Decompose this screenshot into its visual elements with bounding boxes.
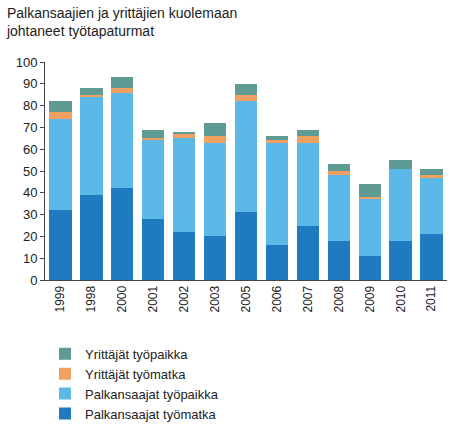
svg-text:2011: 2011 bbox=[424, 285, 438, 311]
svg-text:2008: 2008 bbox=[332, 285, 346, 312]
svg-text:Palkansaajat työmatka: Palkansaajat työmatka bbox=[85, 407, 217, 422]
svg-text:20: 20 bbox=[23, 229, 37, 244]
svg-text:50: 50 bbox=[23, 164, 37, 179]
svg-text:2007: 2007 bbox=[301, 285, 315, 312]
svg-text:70: 70 bbox=[23, 120, 37, 135]
svg-text:2009: 2009 bbox=[363, 285, 377, 312]
svg-text:2001: 2001 bbox=[146, 285, 160, 312]
svg-text:2003: 2003 bbox=[208, 285, 222, 312]
svg-text:1998: 1998 bbox=[84, 285, 98, 312]
svg-text:2002: 2002 bbox=[177, 285, 191, 312]
svg-text:10: 10 bbox=[23, 251, 37, 266]
svg-text:80: 80 bbox=[23, 98, 37, 113]
svg-text:0: 0 bbox=[30, 273, 37, 288]
svg-text:100: 100 bbox=[16, 55, 38, 70]
svg-text:Palkansaajien ja yrittäjien ku: Palkansaajien ja yrittäjien kuolemaanjoh… bbox=[6, 5, 237, 39]
svg-text:Yrittäjät työpaikka: Yrittäjät työpaikka bbox=[85, 347, 188, 362]
svg-text:2010: 2010 bbox=[394, 285, 408, 312]
svg-text:40: 40 bbox=[23, 185, 37, 200]
svg-text:30: 30 bbox=[23, 207, 37, 222]
svg-text:Yrittäjät työmatka: Yrittäjät työmatka bbox=[85, 367, 186, 382]
svg-text:2005: 2005 bbox=[239, 285, 253, 312]
svg-text:Palkansaajat työpaikka: Palkansaajat työpaikka bbox=[85, 387, 219, 402]
svg-text:90: 90 bbox=[23, 76, 37, 91]
svg-text:60: 60 bbox=[23, 142, 37, 157]
svg-text:2006: 2006 bbox=[270, 285, 284, 312]
svg-text:2000: 2000 bbox=[115, 285, 129, 312]
svg-text:1999: 1999 bbox=[53, 285, 67, 312]
